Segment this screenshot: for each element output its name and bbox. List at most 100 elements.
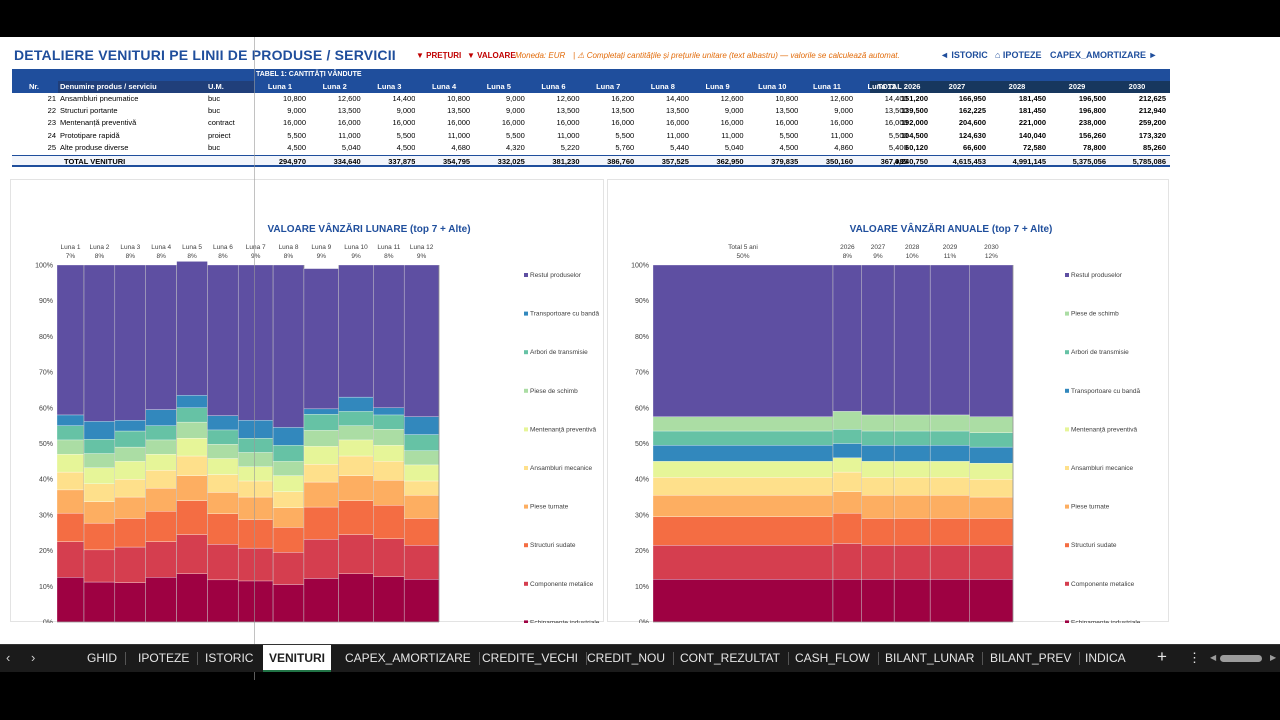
table-cell[interactable]: 4,320	[506, 142, 525, 152]
table-cell[interactable]: 16,200	[611, 94, 635, 103]
table-cell[interactable]: Ansambluri pneumatice	[60, 94, 139, 103]
table-cell[interactable]: 60,120	[905, 142, 928, 152]
table-cell[interactable]: 367,985	[880, 157, 908, 166]
table-cell[interactable]: 5,375,056	[1072, 157, 1106, 166]
table-cell[interactable]: contract	[208, 118, 235, 128]
table-cell[interactable]: Prototipare rapidă	[60, 130, 120, 140]
table-cell[interactable]: 238,000	[1078, 118, 1106, 128]
table-cell[interactable]: 25	[47, 142, 56, 152]
table-cell[interactable]: 379,835	[771, 157, 799, 166]
table-cell[interactable]: 11,000	[666, 130, 689, 140]
table-cell[interactable]: Alte produse diverse	[60, 142, 129, 152]
table-cell[interactable]: 357,525	[661, 157, 689, 166]
table-cell[interactable]: 85,260	[1143, 142, 1166, 152]
chart-annual-sales[interactable]: VALOARE VÂNZĂRI ANUALE (top 7 + Alte) 0% 1…	[607, 179, 1169, 623]
table-cell[interactable]: 156,260	[1078, 130, 1106, 140]
table-cell[interactable]: 181,450	[1018, 106, 1046, 116]
table-cell[interactable]: 294,970	[278, 157, 306, 166]
table-cell[interactable]: 221,000	[1018, 118, 1046, 128]
table-cell[interactable]: 337,875	[388, 157, 416, 166]
chevron-right-icon[interactable]: ›	[31, 650, 36, 665]
table-cell[interactable]: 4,860	[834, 142, 853, 152]
table-cell[interactable]: 78,800	[1083, 142, 1106, 152]
nav-ipoteze-link[interactable]: ⌂ IPOTEZE	[995, 50, 1042, 60]
table-cell[interactable]: 334,640	[333, 157, 361, 166]
table-cell[interactable]: 332,025	[497, 157, 525, 166]
tab-cont-rezultat[interactable]: CONT_REZULTAT	[680, 645, 790, 672]
table-cell[interactable]: 11,000	[721, 130, 744, 140]
table-cell[interactable]: 12,600	[720, 94, 744, 103]
table-cell[interactable]: 9,000	[506, 94, 525, 103]
table-cell[interactable]: 11,000	[830, 130, 853, 140]
plus-icon[interactable]: +	[1157, 647, 1167, 666]
table-cell[interactable]: 166,950	[958, 94, 986, 103]
tab-bilant-prev[interactable]: BILANT_PREV	[990, 645, 1081, 672]
table-cell[interactable]: 12,600	[830, 94, 853, 103]
table-cell[interactable]	[208, 156, 254, 168]
table-cell[interactable]: 4,240,750	[894, 157, 928, 166]
table-cell[interactable]: 212,940	[1138, 106, 1166, 116]
table-cell[interactable]: 196,500	[1078, 94, 1106, 103]
table-cell[interactable]: 13,500	[611, 106, 635, 116]
table-cell[interactable]: 13,500	[665, 106, 689, 116]
horizontal-scrollbar[interactable]: ◀ ▶	[1210, 653, 1278, 664]
table-cell[interactable]: 181,450	[1018, 94, 1046, 103]
table-cell[interactable]: 11,000	[338, 130, 361, 140]
table-cell[interactable]: 23	[47, 118, 56, 128]
tab-venituri[interactable]: VENITURI	[263, 645, 332, 672]
table-cell[interactable]: 386,760	[607, 157, 635, 166]
table-cell[interactable]: 9,000	[287, 106, 306, 116]
chevron-left-icon[interactable]: ‹	[6, 650, 11, 665]
table-cell[interactable]: 5,500	[396, 130, 416, 140]
table-cell[interactable]: 21	[47, 94, 56, 103]
table-cell[interactable]: 5,440	[670, 142, 689, 152]
table-cell[interactable]: 16,000	[556, 118, 580, 128]
table-cell[interactable]: 4,500	[287, 142, 306, 152]
table-cell[interactable]: 5,500	[779, 130, 799, 140]
tab-istoric[interactable]: ISTORIC	[205, 651, 254, 665]
table-cell[interactable]: 9,000	[724, 106, 744, 116]
table-cell[interactable]: 5,500	[888, 130, 908, 140]
table-cell[interactable]: 24	[47, 130, 56, 140]
table-cell[interactable]: 13,500	[556, 106, 580, 116]
table-cell[interactable]: 12,600	[556, 94, 580, 103]
table-cell[interactable]: 72,580	[1023, 142, 1046, 152]
table-cell[interactable]: 140,040	[1018, 130, 1046, 140]
scroll-right-icon[interactable]: ▶	[1270, 653, 1277, 662]
nav-capex-link[interactable]: CAPEX_AMORTIZARE ►	[1050, 50, 1158, 60]
table-cell[interactable]: 16,000	[665, 118, 689, 128]
table-cell[interactable]: 16,000	[447, 118, 471, 128]
table-cell[interactable]: 5,220	[560, 142, 580, 152]
table-cell[interactable]: 162,225	[958, 106, 986, 116]
table-cell[interactable]: 10,800	[447, 94, 471, 103]
table-cell[interactable]: buc	[208, 142, 221, 152]
nav-istoric-link[interactable]: ◄ ISTORIC	[940, 50, 988, 60]
table-cell[interactable]: 381,230	[552, 157, 580, 166]
worksheet[interactable]: DETALIERE VENITURI PE LINII DE PRODUSE /…	[0, 37, 1280, 644]
table-cell[interactable]: 124,630	[958, 130, 986, 140]
table-cell[interactable]: 5,500	[287, 130, 306, 140]
table-cell[interactable]: 10,800	[283, 94, 306, 103]
scrollbar-thumb[interactable]	[1220, 655, 1262, 662]
table-cell[interactable]: 13,500	[884, 106, 908, 116]
table-cell[interactable]: 173,320	[1138, 130, 1166, 140]
table-cell[interactable]: 5,785,086	[1132, 157, 1166, 166]
tab-cash-flow[interactable]: CASH_FLOW	[795, 645, 879, 672]
table-cell[interactable]: buc	[208, 94, 221, 103]
tab-bilant-lunar[interactable]: BILANT_LUNAR	[885, 645, 984, 672]
table-cell[interactable]: TOTAL VENITURI	[64, 157, 126, 166]
table-cell[interactable]: Mentenanță preventivă	[60, 118, 137, 128]
table-cell[interactable]: 212,625	[1138, 94, 1166, 103]
table-cell[interactable]: 5,760	[615, 142, 635, 152]
table-cell[interactable]: 4,615,453	[952, 157, 986, 166]
preturi-link[interactable]: ▼ PREȚURI	[416, 51, 462, 60]
table-cell[interactable]: 14,400	[884, 94, 908, 103]
table-cell[interactable]: 5,500	[506, 130, 525, 140]
chart-monthly-sales[interactable]: VALOARE VÂNZĂRI LUNARE (top 7 + Alte) 0% 1…	[10, 179, 604, 623]
table-cell[interactable]: 362,950	[716, 157, 744, 166]
table-cell[interactable]: 9,000	[506, 106, 525, 116]
table-cell[interactable]: 4,680	[451, 142, 471, 152]
tab-credite-vechi[interactable]: CREDITE_VECHI	[482, 645, 588, 672]
table-cell[interactable]: 4,991,145	[1012, 157, 1046, 166]
table-cell[interactable]: 16,000	[720, 118, 744, 128]
